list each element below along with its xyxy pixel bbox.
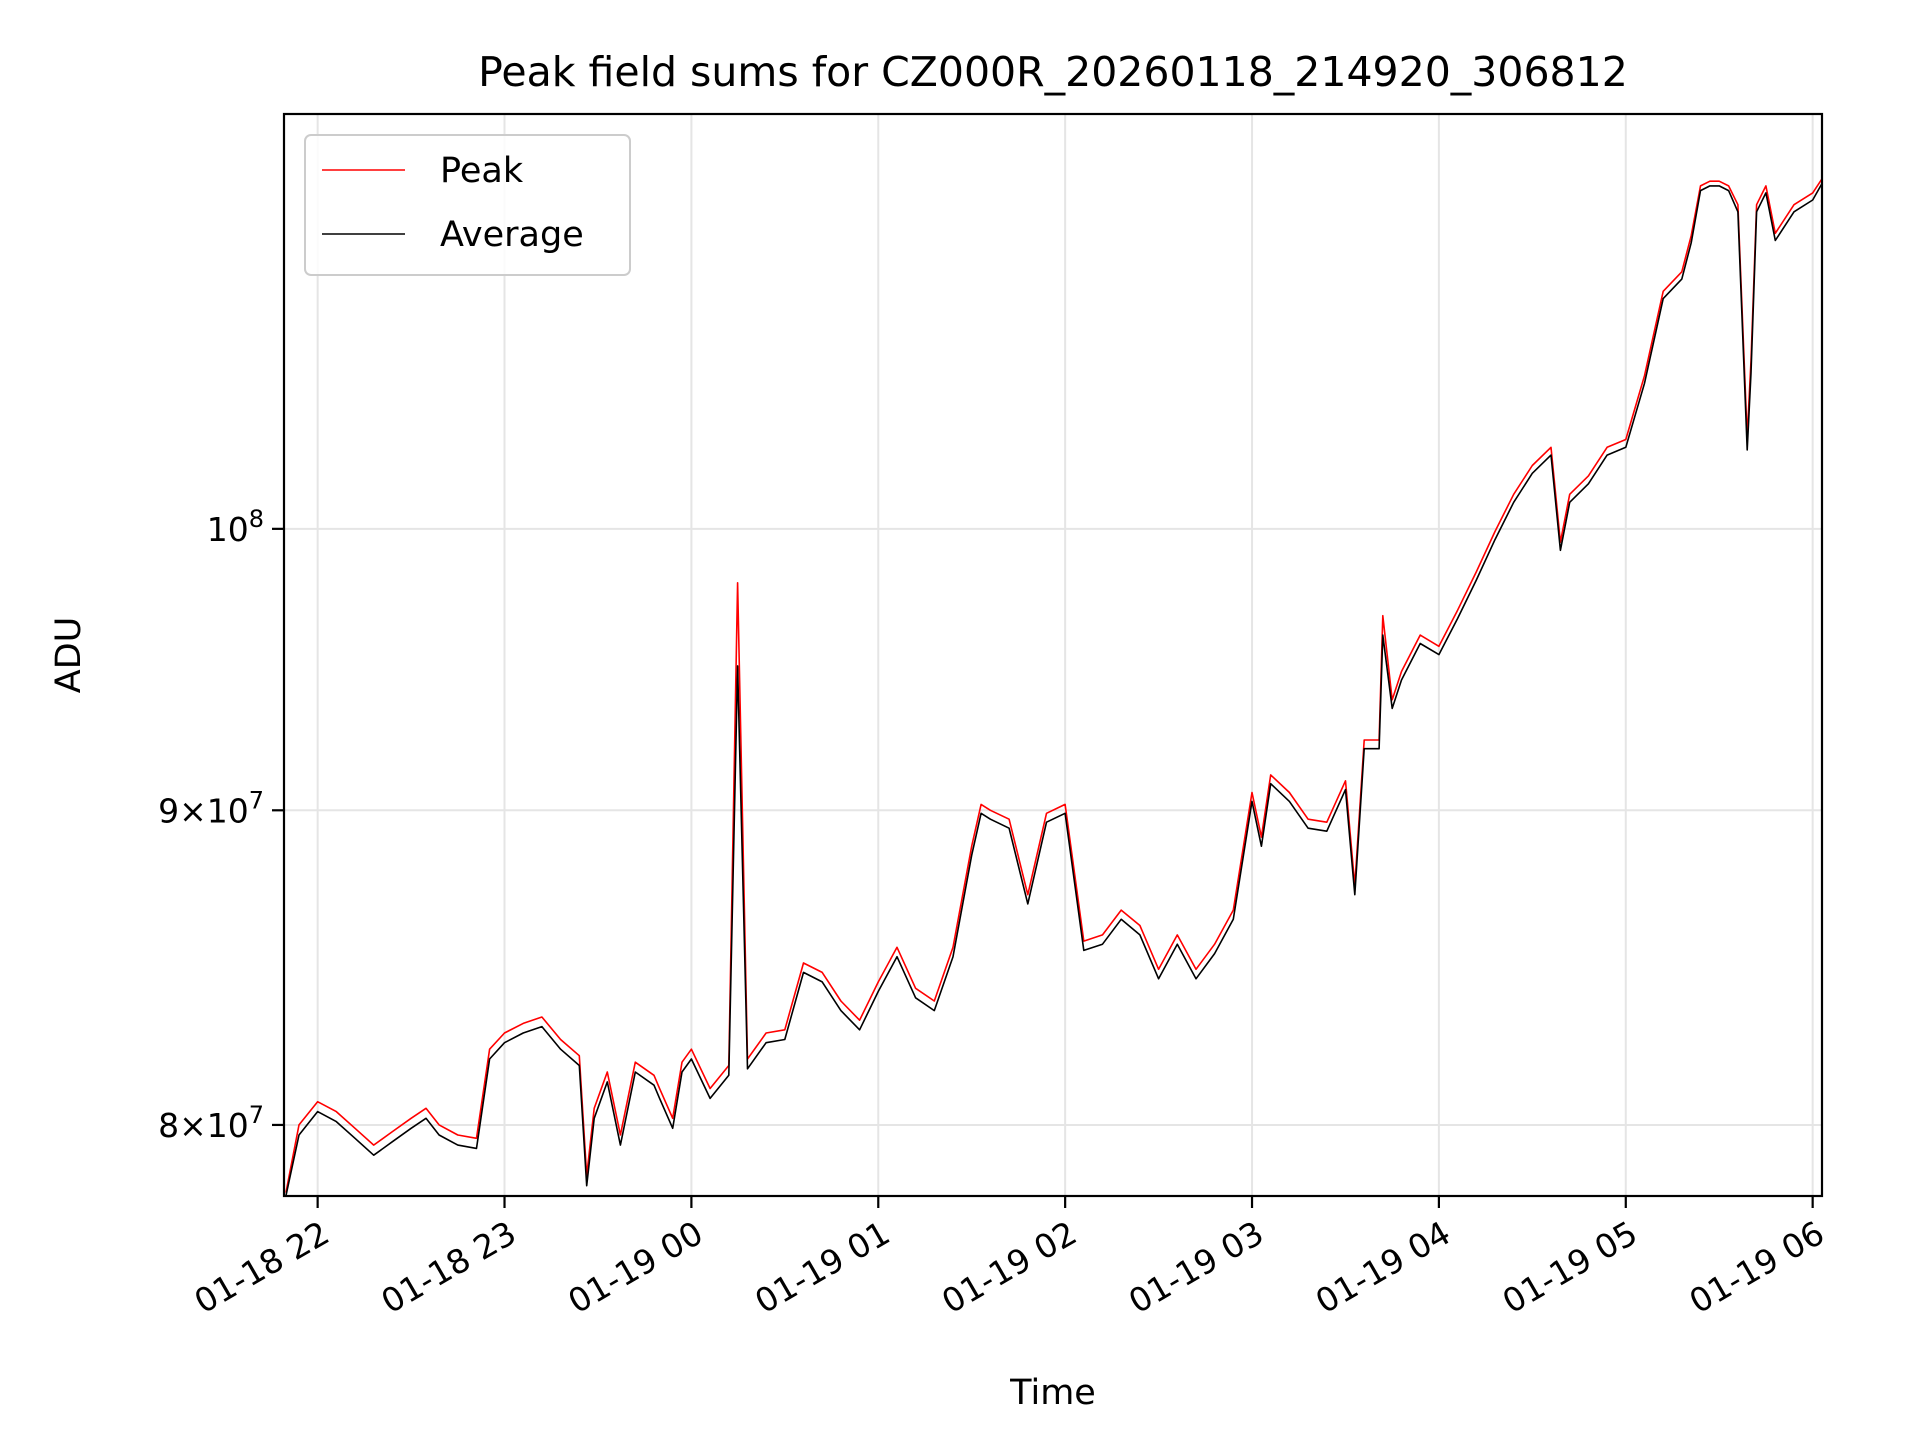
y-tick-label: 8×107 xyxy=(158,1101,264,1145)
y-tick-label: 9×107 xyxy=(158,786,264,830)
grid-lines xyxy=(284,114,1822,1196)
series-line-average xyxy=(285,183,1823,1197)
legend: Peak Average xyxy=(304,134,631,276)
y-tick-label: 108 xyxy=(207,505,264,549)
y-axis-ticks: 8×107 9×107 108 xyxy=(158,505,284,1145)
y-axis-label: ADU xyxy=(49,617,89,694)
legend-label-average: Average xyxy=(440,215,584,255)
legend-label-peak: Peak xyxy=(440,151,524,191)
series-line-peak xyxy=(285,178,1823,1193)
series-lines xyxy=(285,178,1823,1197)
x-axis-label: Time xyxy=(1009,1373,1096,1413)
chart-title: Peak field sums for CZ000R_20260118_2149… xyxy=(478,48,1628,96)
plot-area-frame xyxy=(282,112,1824,1198)
